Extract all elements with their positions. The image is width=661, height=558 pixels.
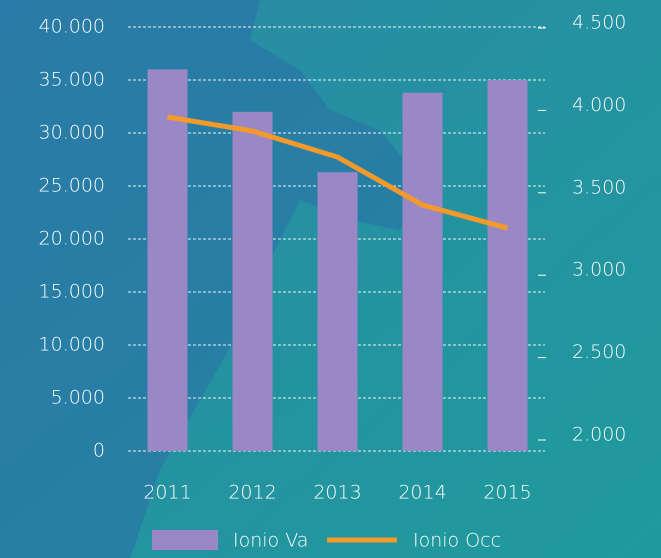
y2-tick-label: 4.000 [572,94,626,116]
bar [232,111,273,452]
y-tick-label: 5.000 [51,387,105,409]
x-tick-label: 2015 [483,482,531,504]
map-shape [0,0,420,558]
y-tick-label: 25.000 [39,175,105,197]
x-tick-label: 2012 [228,482,276,504]
y-tick-label: 40.000 [39,16,105,38]
y-tick-label: 10.000 [39,334,105,356]
bar [317,172,358,451]
x-tick-label: 2014 [398,482,446,504]
y-tick-label: 0 [93,440,105,462]
legend-label: Ionio Va [233,530,308,552]
y-tick-label: 20.000 [39,228,105,250]
y-tick-label: 35.000 [39,69,105,91]
bar [402,92,443,451]
x-tick-label: 2013 [313,482,361,504]
y-tick-label: 15.000 [39,281,105,303]
y2-tick-label: 2.000 [572,424,626,446]
legend-label: Ionio Occ [413,530,501,552]
y2-tick-label: 3.000 [572,259,626,281]
line [167,114,509,231]
x-tick-label: 2011 [143,482,191,504]
y2-tick-label: 3.500 [572,176,626,198]
bar [487,80,528,451]
legend-swatch [152,530,218,550]
y2-tick-label: 4.500 [572,12,626,34]
y-tick-label: 30.000 [39,122,105,144]
bar [147,69,188,452]
y2-tick-label: 2.500 [572,341,626,363]
